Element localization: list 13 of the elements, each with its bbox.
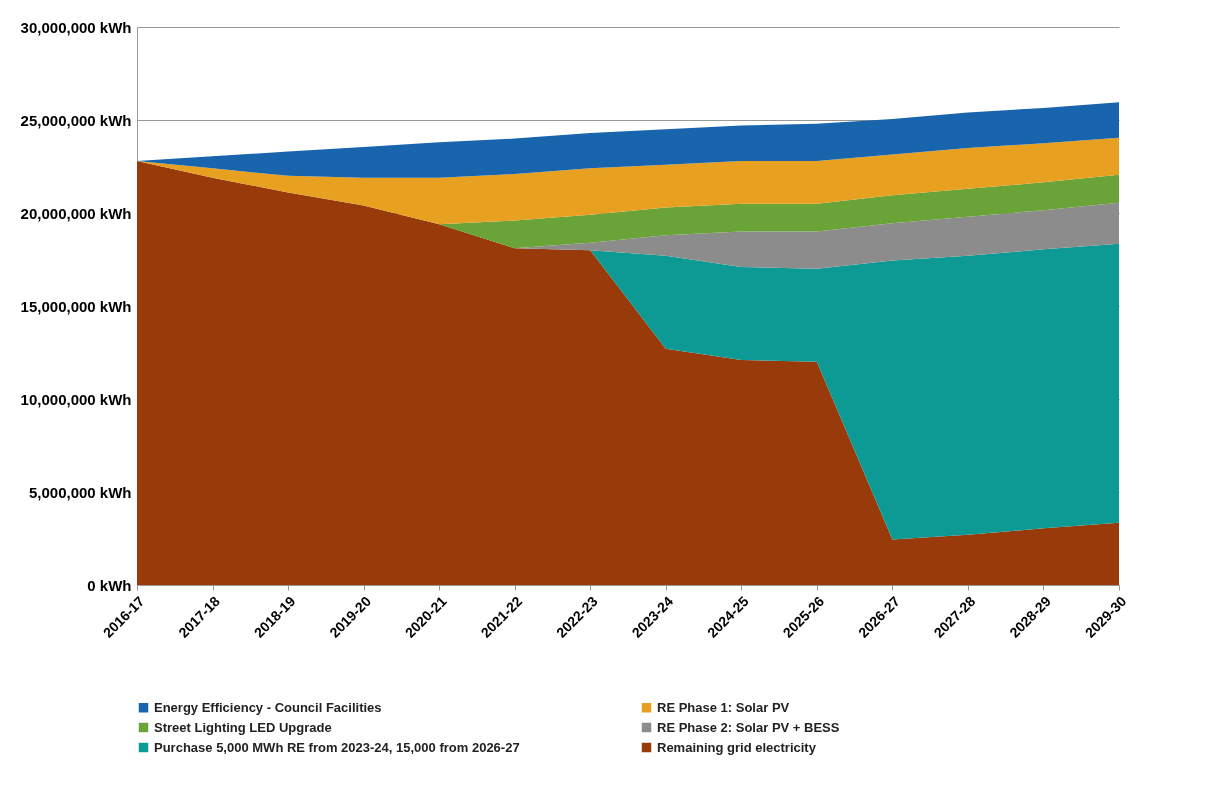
y-tick-label: 20,000,000 kWh [20,204,132,222]
y-tick-label: 10,000,000 kWh [20,390,132,408]
legend-label: RE Phase 2: Solar PV + BESS [657,719,840,735]
legend-label: Remaining grid electricity [657,739,817,755]
y-tick-label: 5,000,000 kWh [28,483,132,501]
legend-label: Purchase 5,000 MWh RE from 2023-24, 15,000 from 2026-27 [154,739,520,755]
y-tick-label: 15,000,000 kWh [20,297,132,315]
legend-label: Energy Efficiency - Council Facilities [154,699,382,715]
legend-label: Street Lighting LED Upgrade [154,719,332,735]
y-tick-label: 25,000,000 kWh [20,111,132,129]
legend-label: RE Phase 1: Solar PV [657,699,790,715]
y-tick-label: 0 kWh [87,576,132,594]
y-tick-label: 30,000,000 kWh [20,18,132,36]
